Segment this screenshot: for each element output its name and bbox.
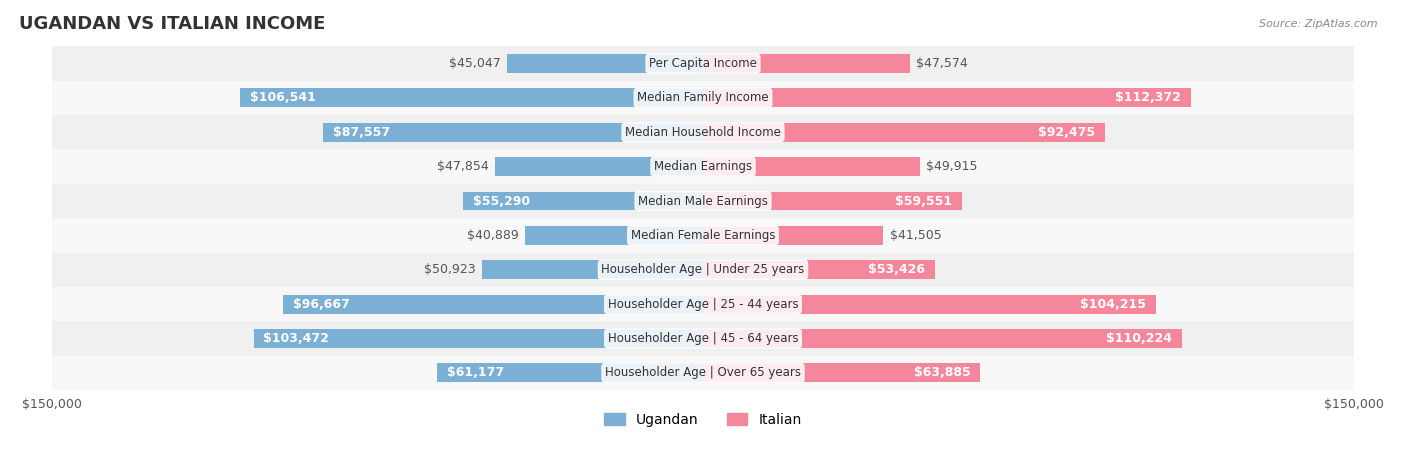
Bar: [703, 123, 1105, 142]
Text: Householder Age | 25 - 44 years: Householder Age | 25 - 44 years: [607, 297, 799, 311]
Bar: [52, 321, 1354, 356]
Text: $49,915: $49,915: [927, 160, 977, 173]
Text: Median Household Income: Median Household Income: [626, 126, 780, 139]
Bar: [703, 363, 980, 382]
Text: $112,372: $112,372: [1115, 92, 1181, 105]
Text: Householder Age | 45 - 64 years: Householder Age | 45 - 64 years: [607, 332, 799, 345]
Bar: [703, 88, 1191, 107]
Bar: [52, 218, 1354, 253]
Text: Source: ZipAtlas.com: Source: ZipAtlas.com: [1260, 19, 1378, 28]
Bar: [52, 287, 1354, 321]
Bar: [240, 88, 703, 107]
Text: $87,557: $87,557: [333, 126, 389, 139]
Text: $106,541: $106,541: [250, 92, 316, 105]
Bar: [253, 329, 703, 348]
Text: Householder Age | Over 65 years: Householder Age | Over 65 years: [605, 367, 801, 379]
Bar: [508, 54, 703, 73]
Bar: [52, 46, 1354, 81]
Text: $41,505: $41,505: [890, 229, 942, 242]
Bar: [703, 329, 1181, 348]
Bar: [703, 226, 883, 245]
Bar: [52, 115, 1354, 149]
Text: $45,047: $45,047: [449, 57, 501, 70]
Bar: [283, 295, 703, 314]
Text: Median Family Income: Median Family Income: [637, 92, 769, 105]
Text: $92,475: $92,475: [1038, 126, 1095, 139]
Text: $61,177: $61,177: [447, 367, 505, 379]
Bar: [52, 149, 1354, 184]
Text: $63,885: $63,885: [914, 367, 970, 379]
Text: $53,426: $53,426: [869, 263, 925, 276]
Text: $55,290: $55,290: [472, 195, 530, 207]
Text: $50,923: $50,923: [423, 263, 475, 276]
Text: $110,224: $110,224: [1107, 332, 1173, 345]
Text: Householder Age | Under 25 years: Householder Age | Under 25 years: [602, 263, 804, 276]
Text: Median Female Earnings: Median Female Earnings: [631, 229, 775, 242]
Bar: [437, 363, 703, 382]
Text: $59,551: $59,551: [894, 195, 952, 207]
Bar: [703, 260, 935, 279]
Text: $47,574: $47,574: [917, 57, 967, 70]
Bar: [52, 184, 1354, 218]
Bar: [703, 157, 920, 176]
Bar: [703, 191, 962, 211]
Bar: [52, 253, 1354, 287]
Text: $104,215: $104,215: [1080, 297, 1146, 311]
Legend: Ugandan, Italian: Ugandan, Italian: [599, 407, 807, 432]
Text: $40,889: $40,889: [467, 229, 519, 242]
Text: $47,854: $47,854: [437, 160, 489, 173]
Bar: [703, 295, 1156, 314]
Bar: [703, 54, 910, 73]
Bar: [482, 260, 703, 279]
Bar: [526, 226, 703, 245]
Bar: [52, 356, 1354, 390]
Bar: [495, 157, 703, 176]
Text: Per Capita Income: Per Capita Income: [650, 57, 756, 70]
Text: $103,472: $103,472: [263, 332, 329, 345]
Bar: [463, 191, 703, 211]
Bar: [323, 123, 703, 142]
Text: Median Male Earnings: Median Male Earnings: [638, 195, 768, 207]
Bar: [52, 81, 1354, 115]
Text: Median Earnings: Median Earnings: [654, 160, 752, 173]
Text: UGANDAN VS ITALIAN INCOME: UGANDAN VS ITALIAN INCOME: [20, 15, 325, 33]
Text: $96,667: $96,667: [292, 297, 350, 311]
